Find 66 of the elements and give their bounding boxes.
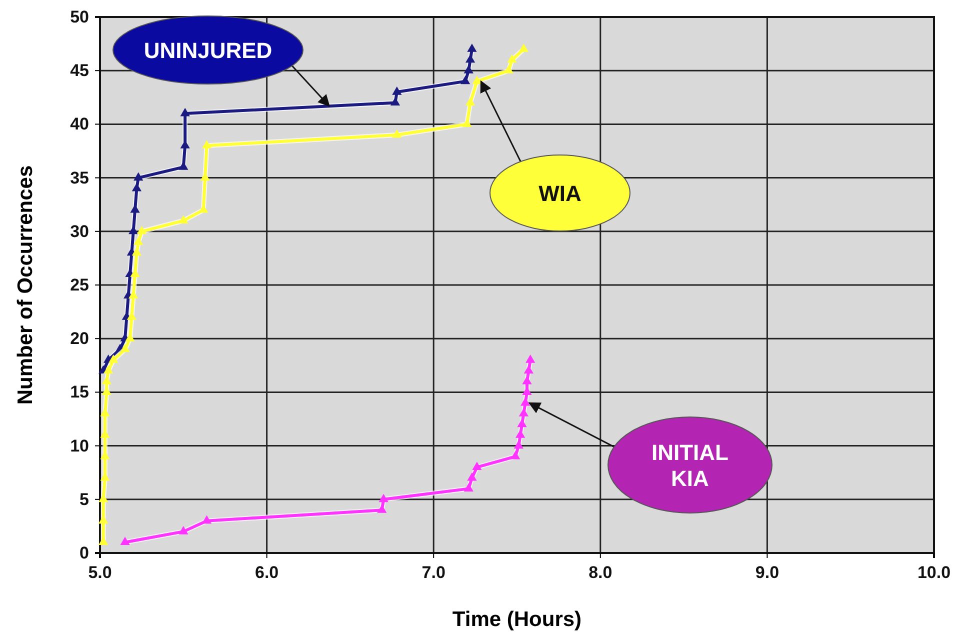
- point: [467, 44, 477, 52]
- point: [516, 430, 526, 438]
- y-tick-label: 0: [80, 543, 89, 562]
- point: [514, 440, 524, 449]
- point: [132, 182, 142, 192]
- y-tick-label: 25: [70, 275, 89, 294]
- annotation: WIA: [538, 181, 582, 206]
- point: [390, 97, 400, 106]
- point: [134, 236, 144, 245]
- point: [518, 44, 528, 52]
- point: [178, 162, 188, 170]
- point: [392, 129, 402, 138]
- x-tick-label: 7.0: [422, 563, 446, 582]
- point: [102, 376, 112, 384]
- y-tick-label: 30: [70, 222, 89, 241]
- point: [465, 54, 476, 63]
- point: [202, 140, 212, 148]
- point: [378, 494, 388, 502]
- point: [120, 536, 130, 546]
- y-tick-label: 35: [70, 168, 89, 188]
- x-tick-label: 8.0: [588, 563, 612, 582]
- point: [377, 504, 387, 513]
- y-tick-label: 40: [70, 114, 89, 134]
- point: [120, 344, 130, 352]
- point: [462, 118, 472, 127]
- point: [464, 483, 474, 492]
- point: [472, 462, 482, 470]
- point: [467, 472, 477, 481]
- point: [517, 418, 527, 428]
- point: [392, 86, 402, 95]
- point: [524, 365, 534, 374]
- point: [128, 290, 138, 298]
- point: [178, 215, 188, 224]
- point: [504, 65, 514, 74]
- point: [510, 450, 520, 460]
- point: [136, 226, 147, 234]
- x-tick-label: 9.0: [755, 563, 780, 582]
- point: [108, 354, 118, 363]
- y-axis-title: Number of Occurrences: [14, 165, 37, 405]
- point: [180, 108, 190, 116]
- annotation: UNINJURED: [144, 38, 272, 63]
- point: [125, 333, 135, 342]
- point: [460, 76, 470, 84]
- annotation: INITIAL KIA: [652, 440, 728, 491]
- point: [178, 526, 188, 534]
- point: [472, 76, 482, 84]
- x-axis-title: Time (Hours): [452, 608, 582, 631]
- point: [134, 172, 144, 181]
- point: [132, 247, 142, 256]
- point: [518, 408, 528, 416]
- x-tick-label: 10.0: [917, 563, 951, 582]
- y-tick-label: 50: [70, 7, 89, 26]
- y-tick-label: 45: [70, 61, 89, 80]
- x-tick-label: 5.0: [88, 563, 112, 582]
- point: [526, 354, 536, 363]
- point: [520, 397, 530, 406]
- y-tick-label: 20: [70, 329, 89, 348]
- point: [507, 54, 517, 63]
- point: [522, 376, 532, 384]
- point: [464, 65, 474, 74]
- y-tick-label: 15: [70, 382, 89, 402]
- point: [465, 97, 476, 106]
- x-tick-label: 6.0: [254, 563, 279, 582]
- point: [104, 365, 114, 374]
- y-tick-label: 5: [80, 490, 89, 509]
- y-tick-label: 10: [70, 436, 89, 456]
